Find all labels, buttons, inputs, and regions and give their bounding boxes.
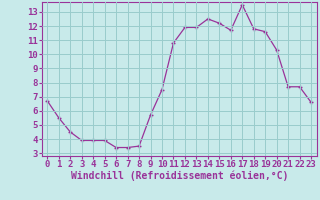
- X-axis label: Windchill (Refroidissement éolien,°C): Windchill (Refroidissement éolien,°C): [70, 171, 288, 181]
